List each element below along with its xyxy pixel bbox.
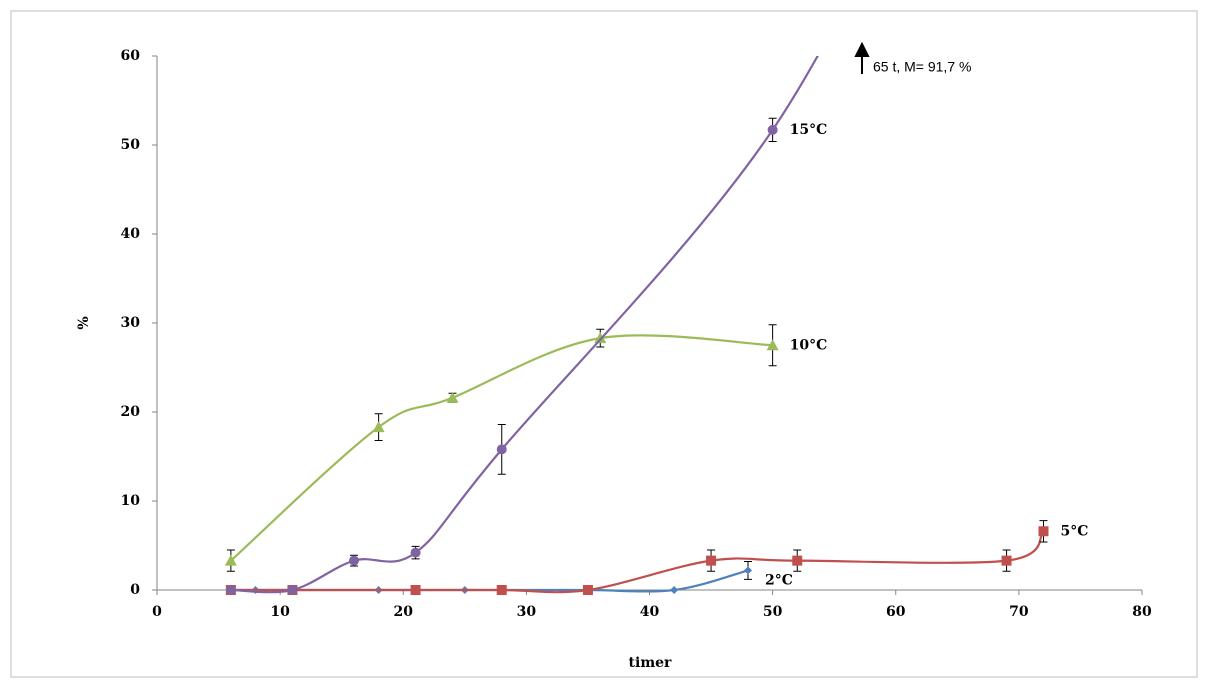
- x-tick-label: 80: [1132, 604, 1152, 620]
- series-label: 15°C: [790, 122, 828, 138]
- y-tick-label: 0: [130, 582, 140, 598]
- y-tick-label: 20: [121, 404, 141, 420]
- point: [410, 547, 421, 558]
- x-tick-label: 70: [1009, 604, 1029, 620]
- annotation-arrow: [854, 41, 870, 74]
- y-tick-label: 60: [121, 48, 141, 64]
- point: [446, 391, 459, 403]
- x-tick-label: 10: [270, 604, 290, 620]
- point: [767, 124, 778, 135]
- point: [594, 332, 607, 344]
- point: [287, 585, 298, 595]
- point: [792, 555, 803, 566]
- point: [410, 585, 421, 595]
- x-tick-label: 0: [152, 604, 162, 620]
- point: [496, 585, 507, 595]
- series-label: 2°C: [765, 572, 793, 588]
- point: [349, 555, 359, 566]
- y-tick-label: 30: [121, 315, 141, 331]
- chart-frame: [10, 10, 1198, 678]
- y-tick-label: 40: [121, 226, 141, 242]
- x-axis-label: timer: [629, 655, 673, 671]
- point: [706, 555, 717, 566]
- y-tick-label: 10: [121, 493, 141, 509]
- plot-area: [224, 56, 1049, 595]
- point: [496, 444, 507, 455]
- x-tick-label: 30: [517, 604, 537, 620]
- series-line: [230, 530, 1045, 594]
- x-tick-label: 50: [763, 604, 783, 620]
- point: [224, 554, 237, 566]
- annotation: 65 t, M= 91,7 %: [873, 59, 971, 75]
- point: [1001, 555, 1012, 566]
- series-label: 10°C: [790, 337, 828, 353]
- point: [744, 566, 752, 575]
- y-axis-label: %: [76, 316, 92, 329]
- point: [670, 586, 679, 594]
- x-tick-label: 60: [886, 604, 906, 620]
- point: [766, 339, 779, 351]
- x-tick-label: 40: [640, 604, 660, 620]
- point: [1038, 526, 1049, 537]
- y-tick-label: 50: [121, 137, 141, 153]
- point: [225, 585, 236, 595]
- x-tick-label: 20: [394, 604, 414, 620]
- point: [582, 585, 593, 595]
- series-label: 5°C: [1061, 523, 1089, 539]
- point: [372, 421, 385, 433]
